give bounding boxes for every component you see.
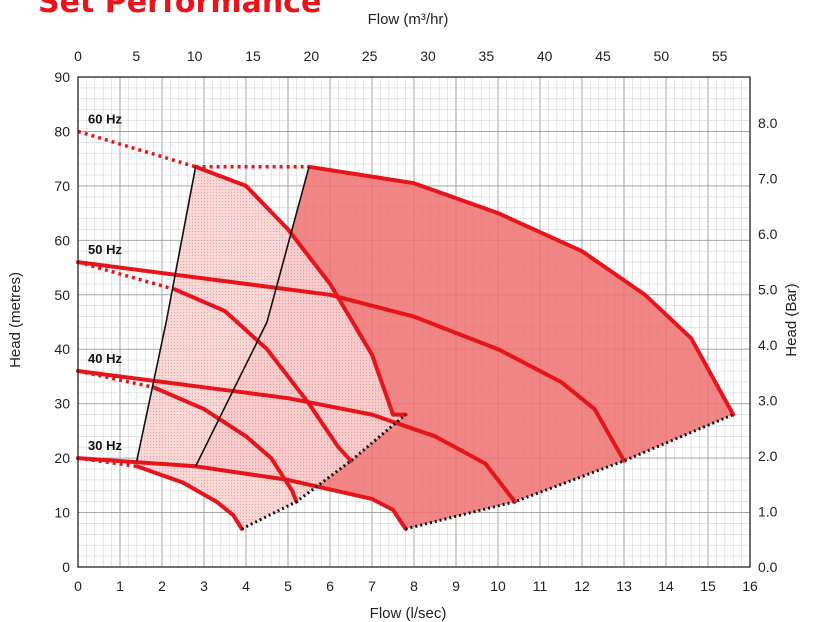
operating-regions bbox=[136, 166, 734, 529]
single-pump-curve-40hz bbox=[151, 385, 299, 504]
y-tick-left-label: 40 bbox=[54, 341, 70, 357]
y-tick-left-label: 50 bbox=[54, 287, 70, 303]
y-tick-left-label: 70 bbox=[54, 178, 70, 194]
x-tick-bottom-label: 15 bbox=[700, 578, 716, 594]
x-tick-bottom-label: 4 bbox=[242, 578, 250, 594]
y-tick-left-label: 20 bbox=[54, 450, 70, 466]
frequency-labels: 60 Hz 50 Hz 40 Hz 30 Hz bbox=[88, 111, 122, 453]
x-tick-top-label: 50 bbox=[654, 48, 670, 64]
x-tick-top-label: 0 bbox=[74, 48, 82, 64]
frequency-label: 60 Hz bbox=[88, 111, 122, 126]
single-pump-curve-30hz bbox=[134, 464, 244, 531]
two-pump-curve-40hz bbox=[76, 369, 517, 504]
frequency-label: 50 Hz bbox=[88, 242, 122, 257]
x-tick-bottom-label: 13 bbox=[616, 578, 632, 594]
x-tick-top-label: 30 bbox=[420, 48, 436, 64]
two-pump-curve-50hz bbox=[76, 260, 626, 463]
x-tick-top-label: 45 bbox=[595, 48, 611, 64]
x-axis-top-label: Flow (m³/hr) bbox=[368, 11, 449, 28]
y-tick-right-label: 6.0 bbox=[758, 226, 778, 242]
y-tick-right-label: 5.0 bbox=[758, 281, 778, 297]
x-tick-bottom-label: 6 bbox=[326, 578, 334, 594]
y-tick-right-label: 7.0 bbox=[758, 170, 778, 186]
y-tick-right-label: 0.0 bbox=[758, 559, 778, 575]
x-tick-top-label: 10 bbox=[187, 48, 203, 64]
x-tick-bottom-label: 11 bbox=[533, 578, 548, 594]
x-tick-bottom-label: 12 bbox=[574, 578, 590, 594]
two-pump-limit-line bbox=[194, 166, 310, 467]
frequency-label: 30 Hz bbox=[88, 438, 122, 453]
y-tick-left-label: 10 bbox=[54, 505, 70, 521]
single-pump-limit-line bbox=[136, 166, 197, 461]
x-tick-bottom-label: 8 bbox=[410, 578, 418, 594]
two-pump-curve-30hz bbox=[76, 456, 408, 531]
x-tick-bottom-label: 2 bbox=[158, 578, 166, 594]
x-tick-top-label: 35 bbox=[479, 48, 495, 64]
x-tick-top-label: 55 bbox=[712, 48, 728, 64]
y-tick-right-label: 8.0 bbox=[758, 115, 778, 131]
plot-frame bbox=[77, 76, 751, 568]
single-pump-region bbox=[136, 166, 406, 529]
curve-50hz-dotted bbox=[77, 260, 176, 291]
y-tick-left-label: 30 bbox=[54, 396, 70, 412]
y-tick-right-label: 1.0 bbox=[758, 503, 778, 519]
y-tick-right-label: 3.0 bbox=[758, 392, 778, 408]
x-tick-bottom-label: 16 bbox=[742, 578, 758, 594]
curves bbox=[76, 129, 736, 531]
x-tick-bottom-label: 9 bbox=[452, 578, 460, 594]
x-tick-top-label: 40 bbox=[537, 48, 553, 64]
y-tick-left-label: 90 bbox=[54, 69, 70, 85]
x-tick-bottom-label: 1 bbox=[116, 578, 124, 594]
x-tick-top-label: 25 bbox=[362, 48, 378, 64]
x-tick-top-label: 5 bbox=[132, 48, 140, 64]
x-tick-bottom-label: 10 bbox=[490, 578, 506, 594]
x-tick-bottom-label: 7 bbox=[368, 578, 376, 594]
x-tick-bottom-label: 3 bbox=[200, 578, 208, 594]
curve-40hz-dotted bbox=[77, 369, 154, 390]
two-pump-end-line bbox=[405, 413, 734, 531]
y-tick-left-label: 60 bbox=[54, 232, 70, 248]
chart-title: Set Performance bbox=[38, 0, 321, 20]
x-axis-bottom-label: Flow (l/sec) bbox=[370, 605, 447, 622]
x-tick-bottom-label: 0 bbox=[74, 578, 82, 594]
ticks: 0 1 2 3 4 5 6 7 8 9 10 11 12 13 14 15 160 5 10 15 20 25 30 35 40… bbox=[54, 48, 777, 594]
single-pump-curve-60hz bbox=[193, 164, 408, 417]
y-axis-left-label: Head (metres) bbox=[7, 272, 24, 368]
single-pump-curve-50hz bbox=[172, 287, 353, 463]
x-tick-top-label: 15 bbox=[245, 48, 261, 64]
y-tick-right-label: 4.0 bbox=[758, 337, 778, 353]
frequency-label: 40 Hz bbox=[88, 351, 122, 366]
two-pump-curve-60hz bbox=[307, 164, 736, 417]
y-tick-left-label: 0 bbox=[62, 559, 70, 575]
x-tick-bottom-label: 14 bbox=[658, 578, 674, 594]
y-tick-left-label: 80 bbox=[54, 123, 70, 139]
x-tick-top-label: 20 bbox=[304, 48, 320, 64]
x-tick-bottom-label: 5 bbox=[284, 578, 292, 594]
y-tick-right-label: 2.0 bbox=[758, 448, 778, 464]
y-axis-right-label: Head (Bar) bbox=[783, 283, 800, 356]
single-pump-end-line bbox=[241, 413, 407, 531]
